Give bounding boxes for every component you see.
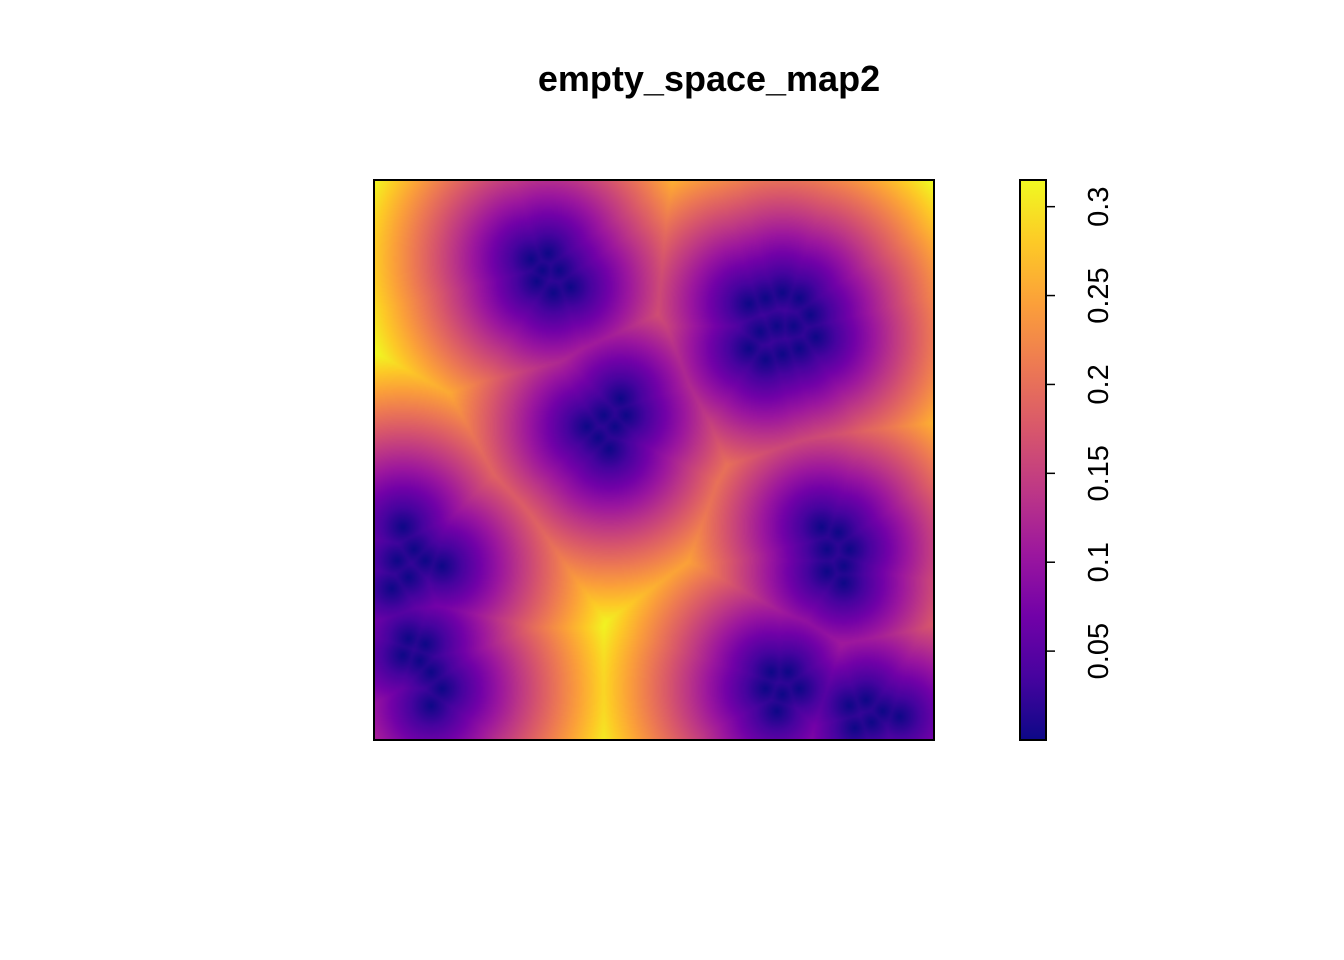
colorbar-tick-label: 0.15	[1083, 445, 1115, 501]
colorbar-tick-label: 0.3	[1083, 187, 1115, 227]
colorbar-tick-label: 0.25	[1083, 267, 1115, 323]
colorbar-legend: 0.05 0.1 0.15 0.2 0.25 0.3	[1019, 179, 1115, 741]
heatmap-image	[375, 181, 933, 739]
colorbar-gradient	[1020, 180, 1046, 740]
chart-title: empty_space_map2	[537, 58, 881, 99]
colorbar-tick-label: 0.05	[1083, 623, 1115, 679]
colorbar-tick-label: 0.1	[1083, 542, 1115, 582]
colorbar-ticks: 0.05 0.1 0.15 0.2 0.25 0.3	[1046, 187, 1115, 679]
heatmap-panel	[373, 179, 935, 741]
colorbar-tick-label: 0.2	[1083, 364, 1115, 404]
